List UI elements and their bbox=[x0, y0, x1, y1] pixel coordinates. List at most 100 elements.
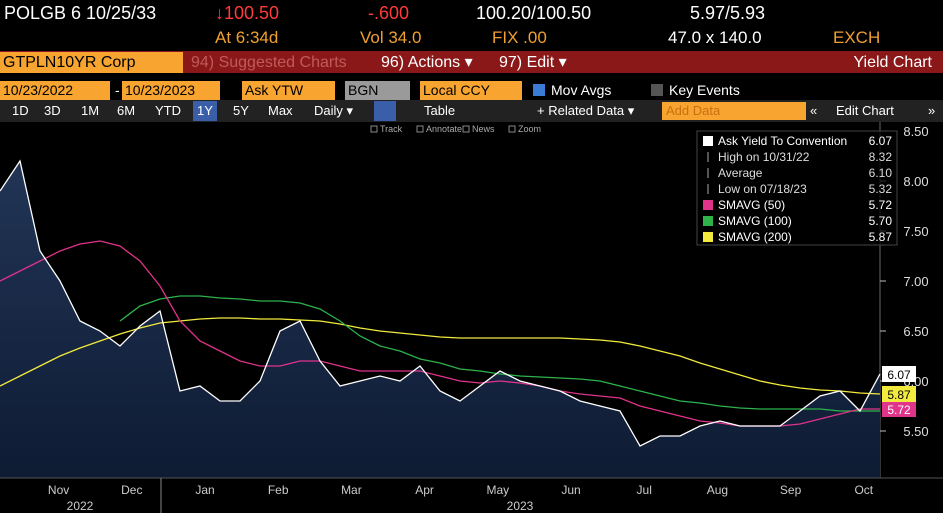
x-tick-label: Sep bbox=[780, 483, 802, 497]
chart-tool: News bbox=[472, 124, 495, 134]
chart: TrackAnnotateNewsZoom5.506.006.507.007.5… bbox=[0, 122, 943, 513]
legend: Ask Yield To Convention 6.07 High on 10/31… bbox=[696, 130, 898, 246]
add-data[interactable]: Add Data bbox=[662, 102, 806, 120]
bid-ask: 100.20/100.50 bbox=[476, 3, 592, 23]
checkbox[interactable] bbox=[651, 84, 663, 96]
y-tick-label: 7.00 bbox=[903, 274, 928, 289]
x-tick-label: Oct bbox=[854, 483, 873, 497]
legend-value: 5.70 bbox=[869, 214, 893, 228]
series-line bbox=[0, 159, 881, 447]
view-title: Yield Chart bbox=[853, 54, 932, 71]
security[interactable]: GTPLN10YR Corp bbox=[0, 52, 183, 73]
chart-tool: Track bbox=[380, 124, 403, 134]
x-tick-label: Jan bbox=[195, 483, 214, 497]
x-tick-label: Feb bbox=[268, 483, 289, 497]
y-tick-label: 5.50 bbox=[903, 424, 928, 439]
legend-value: 6.07 bbox=[869, 134, 893, 148]
option[interactable]: Key Events bbox=[669, 82, 740, 98]
period-button[interactable]: 1D bbox=[12, 103, 29, 118]
legend-value: 5.87 bbox=[869, 230, 893, 244]
period-button[interactable]: 1Y bbox=[193, 101, 217, 121]
end-date[interactable]: 10/23/2023 bbox=[122, 81, 220, 100]
x-tick-label: Mar bbox=[341, 483, 362, 497]
venue: EXCH bbox=[833, 28, 881, 47]
period-button[interactable]: 6M bbox=[117, 103, 136, 118]
edit-chart[interactable]: Edit Chart bbox=[836, 103, 894, 118]
table-button[interactable]: Table bbox=[424, 103, 456, 118]
y-tick-label: 6.50 bbox=[903, 324, 928, 339]
change: -.600 bbox=[368, 3, 410, 23]
tool-icon bbox=[370, 125, 378, 133]
legend-swatch bbox=[703, 232, 713, 242]
legend-label: Average bbox=[718, 166, 763, 180]
toolbar bbox=[0, 51, 943, 73]
currency[interactable]: Local CCY bbox=[420, 81, 522, 100]
toolbar-button[interactable]: 96) Actions ▾ bbox=[381, 54, 473, 71]
scroll-right[interactable]: » bbox=[928, 103, 936, 118]
value-flag-label: 5.87 bbox=[887, 388, 911, 402]
toolbar-button[interactable]: 97) Edit ▾ bbox=[499, 54, 567, 71]
value-flag bbox=[882, 401, 916, 417]
fix: FIX .00 bbox=[492, 28, 547, 47]
legend-label: SMAVG (100) bbox=[718, 214, 792, 228]
price: ↓100.50 bbox=[215, 3, 280, 23]
value-flag-label: 5.72 bbox=[887, 403, 911, 417]
tool-icon bbox=[462, 125, 470, 133]
period-button[interactable]: Max bbox=[268, 103, 293, 118]
legend-value: 8.32 bbox=[869, 150, 893, 164]
series-line bbox=[119, 295, 880, 412]
separator: - bbox=[115, 82, 120, 98]
chart-tool: Annotate bbox=[426, 124, 462, 134]
scroll-left[interactable]: « bbox=[810, 103, 818, 118]
source[interactable]: BGN bbox=[345, 81, 410, 100]
volume: Vol 34.0 bbox=[360, 28, 422, 47]
area bbox=[0, 161, 880, 478]
legend-swatch bbox=[703, 136, 713, 146]
x-tick-label: Jun bbox=[561, 483, 580, 497]
legend-swatch bbox=[703, 200, 713, 210]
checkbox[interactable] bbox=[533, 84, 545, 96]
ticker: POLGB 6 10/25/33 bbox=[4, 3, 157, 23]
x-tick-label: Aug bbox=[707, 483, 728, 497]
period-button[interactable]: 5Y bbox=[233, 103, 249, 118]
period-button[interactable]: YTD bbox=[155, 103, 181, 118]
year-label: 2023 bbox=[507, 499, 534, 513]
value-flag bbox=[882, 386, 916, 402]
tool-icon bbox=[508, 125, 516, 133]
legend-box bbox=[696, 130, 898, 246]
related-data[interactable]: + Related Data ▾ bbox=[537, 103, 635, 118]
frequency[interactable]: Daily ▾ bbox=[314, 103, 354, 118]
option[interactable]: Mov Avgs bbox=[551, 82, 612, 98]
x-tick-label: Nov bbox=[48, 483, 69, 497]
legend-value: 6.10 bbox=[869, 166, 893, 180]
legend-swatch bbox=[703, 216, 713, 226]
y-tick-label: 8.50 bbox=[903, 124, 928, 139]
y-tick-label: 7.50 bbox=[903, 224, 928, 239]
size: 47.0 x 140.0 bbox=[668, 28, 762, 47]
value-flag bbox=[882, 366, 916, 382]
y-tick-label: 8.00 bbox=[903, 174, 928, 189]
series-line bbox=[0, 317, 881, 395]
year-label: 2022 bbox=[67, 499, 94, 513]
x-tick-label: May bbox=[486, 483, 509, 497]
yield-bid-ask: 5.97/5.93 bbox=[690, 3, 766, 23]
chart-tool: Zoom bbox=[518, 124, 541, 134]
legend-label: SMAVG (50) bbox=[718, 198, 785, 212]
value-flag-label: 6.07 bbox=[887, 368, 911, 382]
chart-icon[interactable] bbox=[374, 101, 396, 121]
start-date[interactable]: 10/23/2022 bbox=[0, 81, 110, 100]
legend-label: Ask Yield To Convention bbox=[718, 134, 847, 148]
period-button[interactable]: 1M bbox=[81, 103, 100, 118]
legend-label: Low on 07/18/23 bbox=[718, 182, 807, 196]
period-button[interactable]: 3D bbox=[44, 103, 61, 118]
x-tick-label: Apr bbox=[415, 483, 434, 497]
legend-label: SMAVG (200) bbox=[718, 230, 792, 244]
legend-label: High on 10/31/22 bbox=[718, 150, 810, 164]
legend-value: 5.32 bbox=[869, 182, 893, 196]
field[interactable]: Ask YTW bbox=[242, 81, 335, 100]
x-tick-label: Jul bbox=[637, 483, 652, 497]
legend-value: 5.72 bbox=[869, 198, 893, 212]
toolbar-button[interactable]: 94) Suggested Charts bbox=[191, 54, 347, 71]
tool-icon bbox=[416, 125, 424, 133]
